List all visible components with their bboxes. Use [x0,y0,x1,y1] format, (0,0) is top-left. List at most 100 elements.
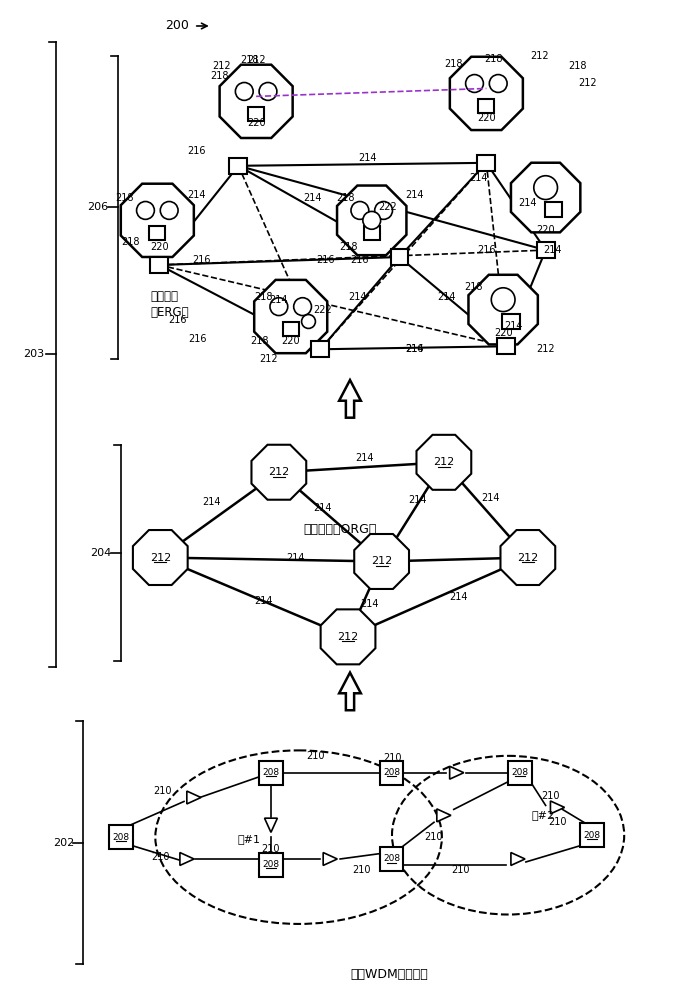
Bar [259,853,283,877]
Text: 域#2: 域#2 [531,810,554,820]
Bar [545,202,562,217]
Text: 214: 214 [270,295,288,305]
Text: 204: 204 [90,548,111,558]
Bar [364,226,379,240]
Text: 210: 210 [548,817,567,827]
Text: 218: 218 [339,242,357,252]
Text: 214: 214 [349,292,368,302]
Text: 218: 218 [484,54,503,64]
Text: 210: 210 [262,844,280,854]
Text: 214: 214 [188,190,206,200]
Circle shape [294,298,312,316]
Text: 208: 208 [112,833,130,842]
Polygon shape [339,380,361,418]
Text: 216: 216 [188,334,207,344]
Bar [502,314,520,329]
Text: 214: 214 [438,292,456,302]
Text: 212: 212 [578,79,596,89]
Text: 214: 214 [405,344,424,354]
Bar [391,249,408,265]
Text: （ERG）: （ERG） [150,306,189,319]
Text: 208: 208 [262,768,279,777]
Text: 212: 212 [536,344,555,354]
Bar [283,322,299,336]
Text: 218: 218 [444,59,463,69]
Polygon shape [550,801,565,814]
Bar [580,823,604,847]
Bar [379,847,403,871]
Text: 218: 218 [250,336,268,346]
Polygon shape [416,435,471,490]
Text: 212: 212 [517,553,538,563]
Circle shape [160,202,178,219]
Text: 214: 214 [202,497,221,507]
Text: 216: 216 [316,255,335,265]
Circle shape [466,75,484,92]
Circle shape [270,298,288,316]
Text: 218: 218 [254,292,272,302]
Polygon shape [450,57,523,130]
Text: 216: 216 [405,344,424,354]
Text: 218: 218 [464,282,483,292]
Polygon shape [339,673,361,710]
Polygon shape [321,609,375,664]
Text: 220: 220 [477,113,496,123]
Bar [537,242,554,258]
Bar [497,338,515,354]
Text: 电可达图: 电可达图 [150,290,178,303]
Text: 210: 210 [153,786,172,796]
Polygon shape [449,766,464,779]
Bar [508,761,532,785]
Text: 212: 212 [433,457,454,467]
Text: 210: 210 [353,865,371,875]
Text: 214: 214 [481,493,500,503]
Text: 203: 203 [23,349,44,359]
Polygon shape [500,530,555,585]
Text: 212: 212 [531,51,549,61]
Polygon shape [437,809,451,822]
Circle shape [259,83,277,100]
Text: 200: 200 [165,19,189,32]
Text: 214: 214 [360,599,379,609]
Text: 212: 212 [247,55,265,65]
Text: 214: 214 [519,198,537,208]
Bar [379,761,403,785]
Text: 214: 214 [543,245,562,255]
Text: 214: 214 [286,553,305,563]
Text: 218: 218 [568,61,587,71]
Text: 220: 220 [247,118,265,128]
Polygon shape [265,818,277,832]
Text: 214: 214 [358,153,377,163]
Bar [479,99,494,113]
Circle shape [363,211,381,229]
Bar [150,257,168,273]
Text: 208: 208 [584,831,601,840]
Bar [149,226,165,240]
Text: 220: 220 [281,336,300,346]
Text: 220: 220 [494,328,512,338]
Text: 214: 214 [408,495,426,505]
Text: 222: 222 [313,305,332,315]
Circle shape [491,288,515,312]
Text: 202: 202 [52,838,74,848]
Text: 218: 218 [336,193,354,203]
Bar [109,825,132,849]
Circle shape [351,202,369,219]
Bar [312,341,329,357]
Text: 216: 216 [193,255,211,265]
Circle shape [136,202,155,219]
Bar [477,155,496,171]
Text: 214: 214 [254,596,272,606]
Circle shape [374,202,393,219]
Text: 212: 212 [268,467,290,477]
Text: 214: 214 [303,193,322,203]
Polygon shape [468,275,538,344]
Text: 208: 208 [262,860,279,869]
Text: 216: 216 [188,146,206,156]
Text: 216: 216 [477,245,496,255]
Text: 210: 210 [383,753,402,763]
Text: 214: 214 [313,503,332,513]
Bar [230,158,247,174]
Text: 210: 210 [306,751,325,761]
Text: 208: 208 [512,768,528,777]
